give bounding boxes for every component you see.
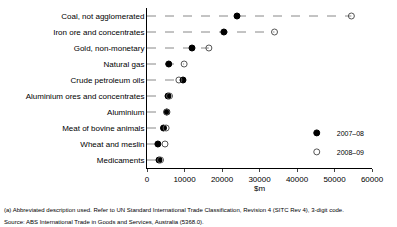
svg-text:Aluminium ores and concentrate: Aluminium ores and concentrates xyxy=(26,92,145,101)
svg-text:2008–09: 2008–09 xyxy=(337,149,364,156)
svg-text:Iron ore and concentrates: Iron ore and concentrates xyxy=(53,28,144,37)
svg-text:Source: ABS International Trad: Source: ABS International Trade in Goods… xyxy=(4,219,204,225)
svg-text:(a) Abbreviated description us: (a) Abbreviated description used. Refer … xyxy=(4,207,344,213)
svg-text:50000: 50000 xyxy=(323,175,346,184)
svg-text:Crude petroleum oils: Crude petroleum oils xyxy=(71,76,145,85)
svg-text:Aluminium: Aluminium xyxy=(107,108,145,117)
svg-text:Gold, non-monetary: Gold, non-monetary xyxy=(74,44,145,53)
svg-text:0: 0 xyxy=(145,175,150,184)
svg-text:$m: $m xyxy=(254,184,265,193)
svg-text:40000: 40000 xyxy=(286,175,309,184)
svg-text:Medicaments: Medicaments xyxy=(97,156,145,165)
svg-text:Wheat and meslin: Wheat and meslin xyxy=(80,140,144,149)
svg-text:30000: 30000 xyxy=(248,175,271,184)
svg-text:10000: 10000 xyxy=(173,175,196,184)
svg-text:Meat of bovine animals: Meat of bovine animals xyxy=(62,124,144,133)
svg-text:Coal, not agglomerated: Coal, not agglomerated xyxy=(61,12,144,21)
svg-text:20000: 20000 xyxy=(211,175,234,184)
svg-text:60000: 60000 xyxy=(361,175,384,184)
svg-text:2007–08: 2007–08 xyxy=(337,130,364,137)
svg-text:Natural gas: Natural gas xyxy=(103,60,144,69)
